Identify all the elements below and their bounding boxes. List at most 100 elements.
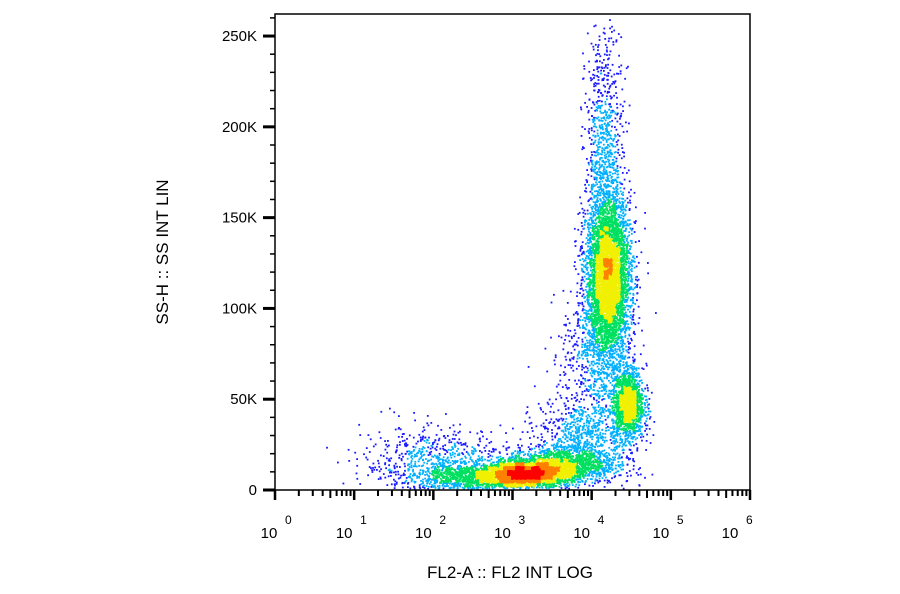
- event-dot: [585, 316, 587, 319]
- event-dot: [566, 387, 569, 390]
- event-dot: [596, 378, 599, 381]
- event-dot: [565, 397, 568, 399]
- event-dot: [434, 447, 437, 450]
- event-dot: [458, 452, 461, 455]
- event-dot: [566, 446, 568, 449]
- event-dot: [579, 302, 581, 305]
- event-dot: [536, 436, 539, 439]
- event-dot: [607, 160, 610, 163]
- event-dot: [459, 484, 461, 487]
- event-dot: [583, 343, 586, 346]
- event-dot: [611, 144, 613, 147]
- event-dot: [631, 373, 633, 376]
- event-dot: [421, 465, 423, 468]
- event-dot: [519, 449, 521, 452]
- event-dot: [546, 448, 549, 451]
- event-dot: [512, 452, 515, 454]
- event-dot: [582, 250, 585, 253]
- event-dot: [603, 149, 606, 152]
- event-dot: [606, 479, 609, 482]
- event-dot: [634, 323, 637, 326]
- event-dot: [606, 184, 609, 187]
- event-dot: [624, 208, 626, 211]
- event-dot: [591, 230, 594, 233]
- event-dot: [572, 439, 575, 442]
- event-dot: [433, 470, 436, 473]
- event-dot: [592, 329, 595, 332]
- event-dot: [564, 405, 567, 408]
- event-dot: [612, 435, 615, 437]
- event-dot: [571, 430, 574, 433]
- event-dot: [562, 289, 565, 292]
- event-dot: [580, 435, 583, 438]
- event-dot: [582, 215, 585, 218]
- event-dot: [578, 429, 581, 432]
- event-dot: [399, 443, 401, 446]
- event-dot: [564, 484, 567, 486]
- event-dot: [622, 344, 624, 347]
- event-dot: [526, 431, 529, 433]
- event-dot: [530, 443, 532, 445]
- event-dot: [479, 450, 481, 452]
- event-dot: [580, 135, 583, 137]
- event-dot: [599, 206, 601, 208]
- event-dot: [609, 137, 612, 139]
- event-dot: [584, 474, 587, 477]
- event-dot: [432, 463, 435, 465]
- event-dot: [537, 402, 540, 405]
- event-dot: [572, 421, 575, 424]
- event-dot: [604, 192, 607, 195]
- event-dot: [564, 433, 566, 436]
- event-dot: [565, 408, 567, 411]
- event-dot: [385, 457, 388, 460]
- event-dot: [390, 457, 393, 460]
- event-dot: [602, 139, 605, 142]
- event-dot: [610, 369, 613, 372]
- event-dot: [384, 462, 387, 464]
- event-dot: [564, 420, 567, 423]
- event-dot: [601, 67, 604, 70]
- event-dot: [594, 478, 597, 481]
- event-dot: [639, 467, 641, 469]
- event-dot: [609, 171, 612, 174]
- event-dot: [592, 201, 595, 203]
- event-dot: [422, 446, 425, 448]
- event-dot: [616, 424, 619, 427]
- event-dot: [569, 290, 572, 293]
- event-dot: [581, 365, 584, 368]
- event-dot: [620, 223, 622, 226]
- event-dot: [564, 339, 566, 341]
- event-dot: [547, 453, 550, 456]
- event-dot: [609, 50, 612, 53]
- event-dot: [628, 219, 631, 222]
- event-dot: [588, 329, 591, 332]
- event-dot: [612, 436, 615, 439]
- event-dot: [538, 486, 541, 489]
- event-dot: [472, 450, 475, 453]
- event-dot: [629, 434, 632, 437]
- event-dot: [616, 103, 618, 105]
- event-dot: [592, 467, 595, 470]
- event-dot: [613, 169, 615, 172]
- event-dot: [637, 468, 640, 471]
- event-dot: [437, 466, 440, 468]
- event-dot: [490, 431, 493, 433]
- event-dot: [574, 421, 577, 424]
- event-dot: [632, 362, 635, 364]
- event-dot: [576, 354, 579, 357]
- event-dot: [628, 262, 630, 265]
- event-dot: [611, 364, 613, 367]
- event-dot: [581, 319, 584, 321]
- event-dot: [572, 356, 575, 359]
- event-dot: [603, 59, 605, 61]
- event-dot: [550, 451, 552, 454]
- event-dot: [384, 440, 386, 442]
- event-dot: [460, 444, 463, 446]
- event-dot: [633, 436, 636, 438]
- event-dot: [616, 378, 618, 381]
- event-dot: [565, 413, 567, 415]
- event-dot: [422, 471, 424, 474]
- event-dot: [389, 460, 391, 462]
- event-dot: [629, 443, 631, 446]
